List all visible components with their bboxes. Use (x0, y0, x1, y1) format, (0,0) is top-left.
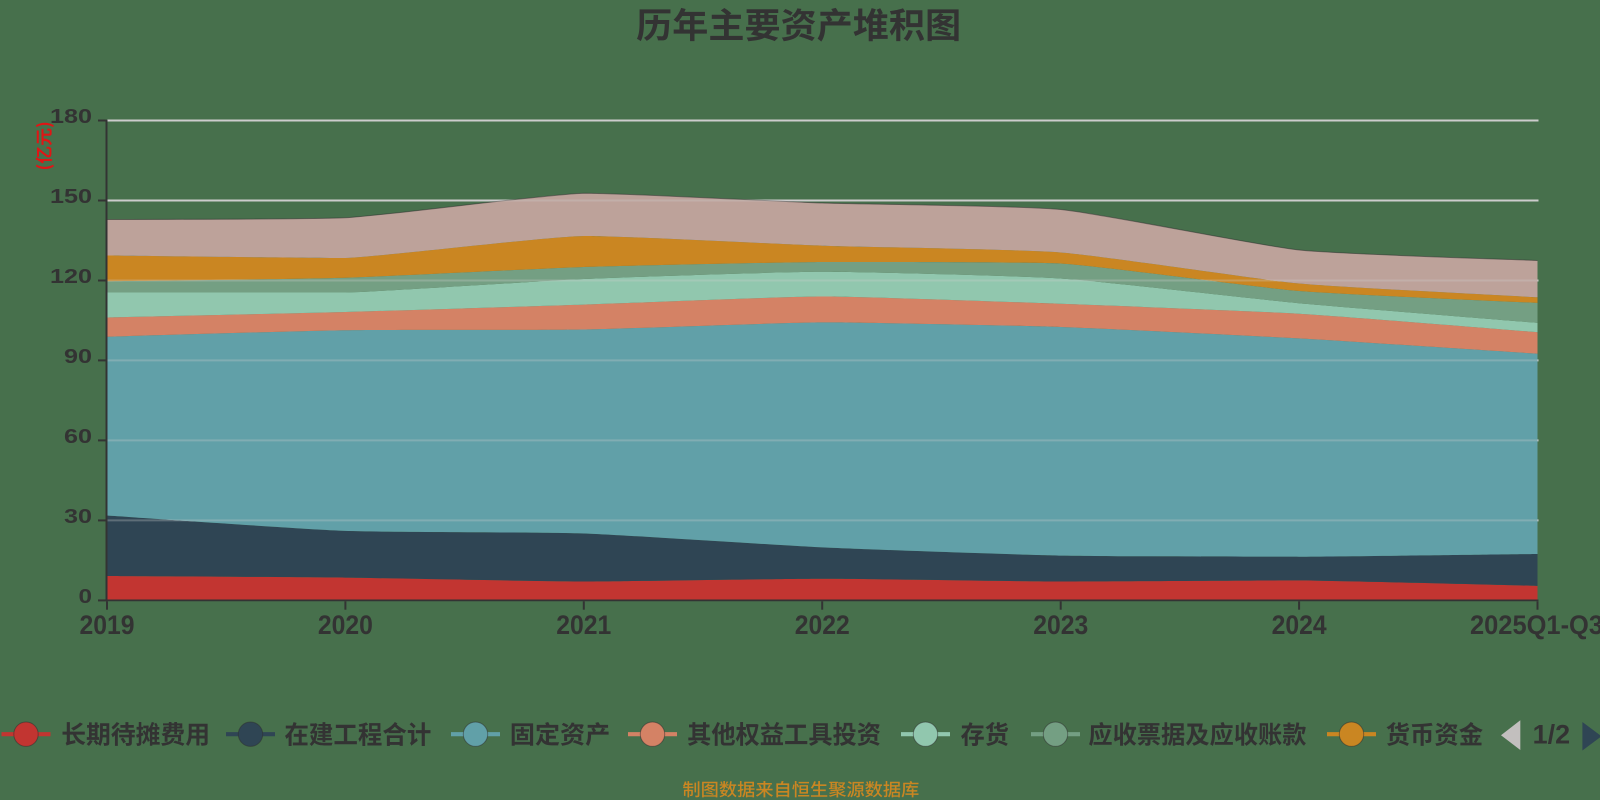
svg-text:180: 180 (50, 106, 92, 128)
svg-text:2022: 2022 (795, 610, 850, 640)
svg-text:2025Q1-Q3: 2025Q1-Q3 (1470, 610, 1600, 640)
svg-text:2019: 2019 (80, 610, 135, 640)
svg-text:150: 150 (50, 186, 92, 208)
svg-text:2023: 2023 (1033, 610, 1088, 640)
svg-text:60: 60 (64, 426, 92, 448)
svg-text:30: 30 (64, 506, 92, 528)
svg-text:2020: 2020 (318, 610, 373, 640)
svg-text:1/2: 1/2 (1533, 720, 1571, 750)
svg-text:2021: 2021 (556, 610, 611, 640)
svg-text:2024: 2024 (1272, 610, 1327, 640)
svg-text:90: 90 (64, 346, 92, 368)
svg-text:120: 120 (50, 266, 92, 288)
svg-text:0: 0 (79, 586, 93, 608)
